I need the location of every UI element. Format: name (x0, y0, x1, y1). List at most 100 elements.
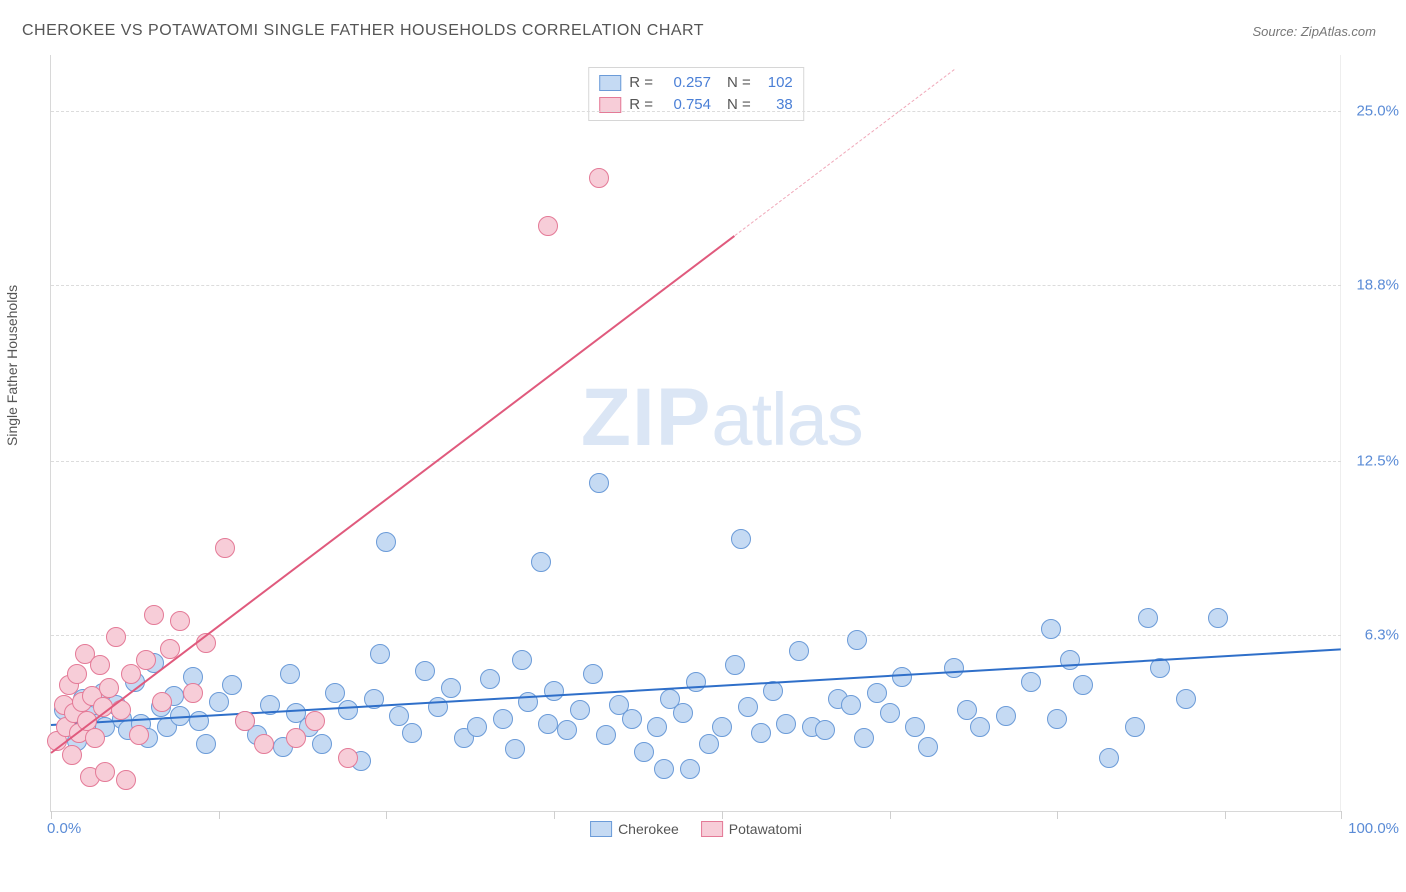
data-point (589, 473, 609, 493)
data-point (776, 714, 796, 734)
data-point (415, 661, 435, 681)
data-point (67, 664, 87, 684)
data-point (136, 650, 156, 670)
chart-title: CHEROKEE VS POTAWATOMI SINGLE FATHER HOU… (22, 22, 704, 40)
x-tick (219, 811, 220, 819)
data-point (1208, 608, 1228, 628)
data-point (1138, 608, 1158, 628)
data-point (815, 720, 835, 740)
data-point (880, 703, 900, 723)
y-tick-label: 18.8% (1347, 276, 1399, 293)
data-point (312, 734, 332, 754)
data-point (441, 678, 461, 698)
data-point (305, 711, 325, 731)
data-point (85, 728, 105, 748)
x-tick (1341, 811, 1342, 819)
data-point (370, 644, 390, 664)
data-point (538, 714, 558, 734)
data-point (589, 168, 609, 188)
data-point (738, 697, 758, 717)
data-point (338, 700, 358, 720)
data-point (751, 723, 771, 743)
data-point (1047, 709, 1067, 729)
data-point (622, 709, 642, 729)
gridline (51, 285, 1341, 286)
data-point (129, 725, 149, 745)
data-point (731, 529, 751, 549)
legend-swatch (701, 821, 723, 837)
data-point (183, 683, 203, 703)
x-tick (1225, 811, 1226, 819)
data-point (686, 672, 706, 692)
source-attribution: Source: ZipAtlas.com (1252, 24, 1376, 39)
data-point (996, 706, 1016, 726)
data-point (209, 692, 229, 712)
legend-row: R =0.257N =102 (599, 72, 793, 94)
data-point (647, 717, 667, 737)
data-point (1041, 619, 1061, 639)
data-point (505, 739, 525, 759)
data-point (254, 734, 274, 754)
legend-swatch (590, 821, 612, 837)
correlation-legend: R =0.257N =102R =0.754N =38 (588, 67, 804, 121)
data-point (493, 709, 513, 729)
data-point (531, 552, 551, 572)
data-point (673, 703, 693, 723)
data-point (699, 734, 719, 754)
data-point (99, 678, 119, 698)
data-point (222, 675, 242, 695)
y-tick-label: 6.3% (1347, 626, 1399, 643)
data-point (1176, 689, 1196, 709)
gridline (51, 111, 1341, 112)
x-tick (51, 811, 52, 819)
data-point (854, 728, 874, 748)
legend-item: Cherokee (590, 821, 679, 837)
x-tick (722, 811, 723, 819)
data-point (557, 720, 577, 740)
data-point (634, 742, 654, 762)
legend-label: Cherokee (618, 821, 679, 837)
data-point (583, 664, 603, 684)
x-tick (386, 811, 387, 819)
data-point (196, 734, 216, 754)
data-point (1125, 717, 1145, 737)
legend-label: Potawatomi (729, 821, 802, 837)
data-point (1099, 748, 1119, 768)
data-point (712, 717, 732, 737)
data-point (570, 700, 590, 720)
data-point (789, 641, 809, 661)
data-point (1021, 672, 1041, 692)
data-point (480, 669, 500, 689)
x-tick-label: 100.0% (1348, 820, 1399, 837)
data-point (90, 655, 110, 675)
data-point (544, 681, 564, 701)
y-tick-label: 25.0% (1347, 103, 1399, 120)
series-legend: Cherokee Potawatomi (590, 821, 802, 837)
x-tick (1057, 811, 1058, 819)
data-point (467, 717, 487, 737)
watermark: ZIPatlas (581, 371, 863, 465)
data-point (680, 759, 700, 779)
data-point (389, 706, 409, 726)
data-point (918, 737, 938, 757)
data-point (1073, 675, 1093, 695)
x-tick-label: 0.0% (47, 820, 81, 837)
data-point (512, 650, 532, 670)
data-point (121, 664, 141, 684)
data-point (402, 723, 422, 743)
data-point (841, 695, 861, 715)
data-point (235, 711, 255, 731)
data-point (905, 717, 925, 737)
data-point (152, 692, 172, 712)
gridline (51, 635, 1341, 636)
data-point (116, 770, 136, 790)
data-point (338, 748, 358, 768)
legend-item: Potawatomi (701, 821, 802, 837)
x-tick (890, 811, 891, 819)
data-point (106, 627, 126, 647)
data-point (144, 605, 164, 625)
data-point (538, 216, 558, 236)
data-point (725, 655, 745, 675)
data-point (957, 700, 977, 720)
data-point (970, 717, 990, 737)
